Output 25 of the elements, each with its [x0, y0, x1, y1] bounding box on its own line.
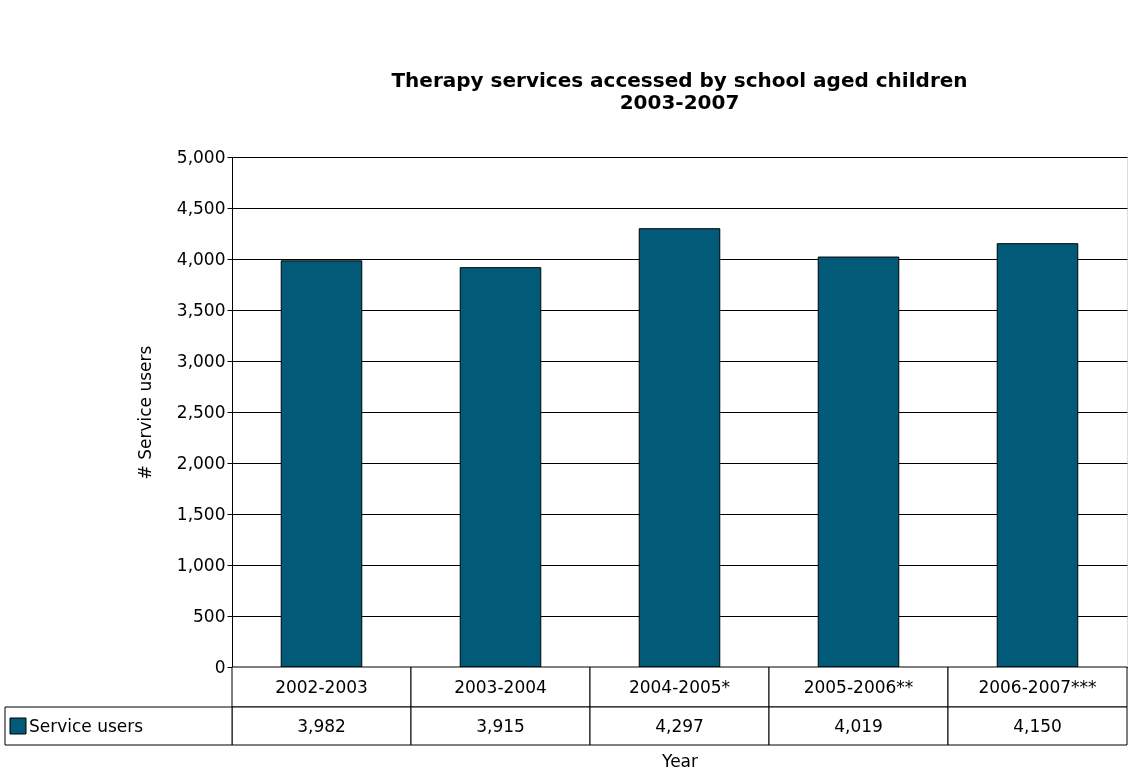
data-label: 4,019: [834, 716, 883, 736]
y-tick-label: 1,000: [176, 554, 226, 575]
y-tick-label: 4,000: [176, 248, 226, 269]
y-axis-title: # Service users: [134, 345, 155, 480]
y-tick-label: 4,500: [176, 197, 226, 218]
data-label: 4,150: [1013, 716, 1062, 736]
x-tick-label: 2006-2007***: [978, 677, 1097, 697]
y-tick-label: 3,500: [176, 299, 226, 320]
data-label: 4,297: [655, 716, 704, 736]
y-tick-label: 5,000: [176, 146, 226, 167]
y-tick-label: 3,000: [176, 350, 226, 371]
y-tick-label: 1,500: [176, 503, 226, 524]
x-tick-label: 2003-2004: [454, 677, 547, 697]
y-tick-label: 0: [214, 656, 226, 677]
y-tick-label: 500: [193, 605, 226, 626]
x-axis-title: Year: [661, 750, 698, 771]
data-label: 3,982: [297, 716, 346, 736]
y-tick-label: 2,000: [176, 452, 226, 473]
x-tick-label: 2005-2006**: [803, 677, 914, 697]
data-label: 3,915: [476, 716, 525, 736]
x-tick-label: 2004-2005*: [628, 677, 731, 697]
legend-label: Service users: [29, 716, 144, 736]
chart-title: Therapy services accessed by school aged children 2003-2007: [391, 68, 968, 114]
y-tick-label: 2,500: [176, 401, 226, 422]
x-tick-label: 2002-2003: [275, 677, 368, 697]
